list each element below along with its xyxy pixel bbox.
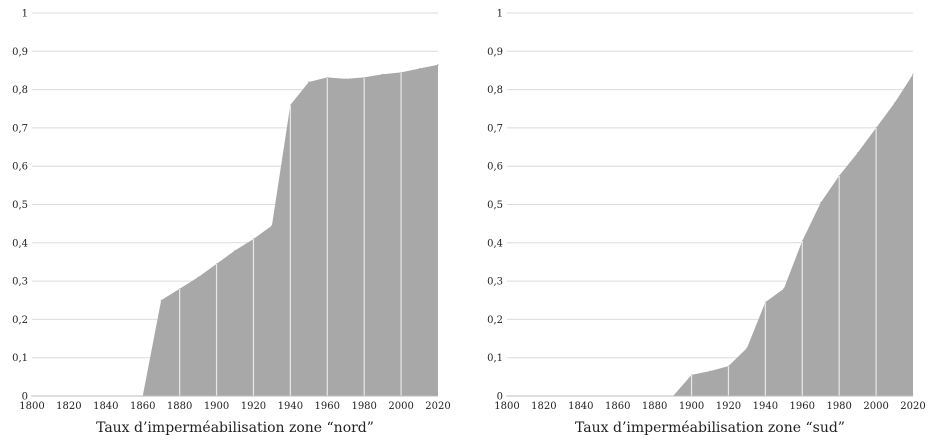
nord-y-tick-label: 0,6 (12, 162, 28, 173)
sud-y-tick-label: 0,1 (487, 353, 503, 364)
sud-y-tick-label: 0,2 (487, 315, 503, 326)
sud-y-tick-label: 0,8 (487, 85, 503, 96)
nord-y-tick-label: 0,2 (12, 315, 28, 326)
nord-y-tick-label: 0,4 (12, 238, 28, 249)
sud-data-point (783, 288, 784, 289)
nord-x-tick-label: 1940 (278, 401, 303, 412)
sud-x-tick-label: 1960 (790, 401, 815, 412)
nord-y-tick-label: 0,7 (12, 123, 28, 134)
sud-data-point (746, 348, 747, 349)
nord-x-tick-label: 2020 (425, 401, 450, 412)
sud-x-tick-label: 1880 (642, 401, 667, 412)
sud-x-tick-label: 1920 (716, 401, 741, 412)
sud-x-tick-label: 2000 (863, 401, 888, 412)
nord-y-tick-label: 0,9 (12, 47, 28, 58)
sud-y-tick-label: 1 (497, 9, 503, 20)
chart-zone-nord: 0 0,1 0,2 0,3 0,4 0,5 0,6 0,7 0,8 0,9 1 1800 1820 184… (0, 0, 470, 443)
nord-y-tick-label: 0,1 (12, 353, 28, 364)
sud-data-point (709, 371, 710, 372)
chart-zone-sud: 0 0,1 0,2 0,3 0,4 0,5 0,6 0,7 0,8 0,9 1 1800 1820 184… (475, 0, 945, 443)
sud-data-point (894, 102, 895, 103)
nord-data-point (197, 277, 198, 278)
nord-data-point (382, 74, 383, 75)
nord-x-tick-label: 1900 (204, 401, 229, 412)
nord-x-tick-label: 1960 (315, 401, 340, 412)
sud-area-series (507, 74, 913, 396)
nord-x-tick-label: 1980 (351, 401, 376, 412)
nord-x-tick-label: 1840 (93, 401, 118, 412)
sud-x-tick-label: 1940 (753, 401, 778, 412)
nord-area-series (32, 65, 438, 396)
sud-data-point (912, 74, 913, 75)
nord-chart-title: Taux d’imperméabilisation zone “nord” (96, 420, 374, 436)
nord-y-tick-label: 0,8 (12, 85, 28, 96)
sud-x-tick-label: 1860 (605, 401, 630, 412)
nord-x-tick-label: 1800 (19, 401, 44, 412)
nord-data-point (271, 225, 272, 226)
sud-x-tick-label: 1800 (494, 401, 519, 412)
sud-data-point (857, 152, 858, 153)
nord-x-tick-label: 1920 (241, 401, 266, 412)
nord-y-tick-label: 0,5 (12, 200, 28, 211)
nord-y-tick-label: 1 (22, 9, 28, 20)
sud-chart-title: Taux d’imperméabilisation zone “sud” (575, 420, 845, 436)
nord-data-point (437, 64, 438, 65)
nord-data-point (345, 78, 346, 79)
sud-y-tick-label: 0,4 (487, 238, 503, 249)
sud-x-tick-label: 1980 (826, 401, 851, 412)
nord-x-tick-label: 1880 (167, 401, 192, 412)
nord-x-tick-label: 2000 (388, 401, 413, 412)
nord-data-point (308, 81, 309, 82)
sud-y-tick-label: 0,6 (487, 162, 503, 173)
nord-data-point (234, 250, 235, 251)
sud-y-tick-label: 0,5 (487, 200, 503, 211)
sud-x-tick-label: 2020 (900, 401, 925, 412)
nord-y-tick-label: 0,3 (12, 277, 28, 288)
sud-data-point (820, 202, 821, 203)
sud-x-tick-label: 1820 (531, 401, 556, 412)
nord-data-point (161, 300, 162, 301)
sud-y-tick-label: 0,9 (487, 47, 503, 58)
sud-x-tick-label: 1900 (679, 401, 704, 412)
sud-x-tick-label: 1840 (568, 401, 593, 412)
sud-y-tick-label: 0,3 (487, 277, 503, 288)
nord-data-point (419, 68, 420, 69)
nord-x-tick-label: 1860 (130, 401, 155, 412)
sud-y-tick-label: 0,7 (487, 123, 503, 134)
nord-x-tick-label: 1820 (56, 401, 81, 412)
